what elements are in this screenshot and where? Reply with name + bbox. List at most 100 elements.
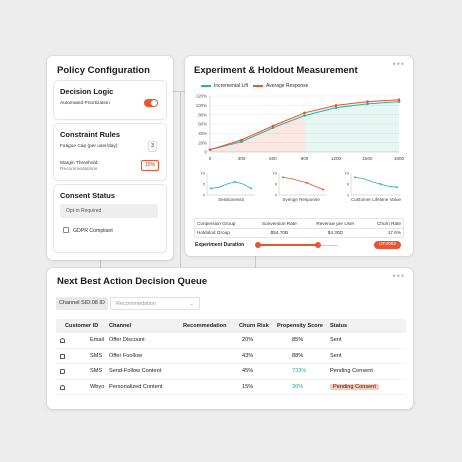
table-row[interactable]: Wbyo Personalized Content 15% 30% Pending Co… [56, 380, 406, 396]
data-point [397, 98, 401, 102]
mail-icon [60, 353, 65, 359]
connector-line [255, 255, 256, 269]
duration-slider[interactable] [255, 242, 338, 248]
legend-swatch-orange [253, 85, 263, 87]
column-header-churn-risk[interactable]: Churn Risk [239, 323, 269, 329]
data-point [240, 138, 243, 142]
connector-line [180, 91, 181, 267]
recommendation-cell-text: Offer Discount [109, 337, 145, 343]
table-row[interactable]: Email Offer Discount 20% 85% Sent [56, 333, 406, 349]
teal-shaded-area [304, 99, 399, 152]
mini-y-tick: 10 [345, 171, 350, 176]
consent-status-title: Consent Status [60, 191, 116, 200]
data-point [271, 124, 275, 128]
channel-cell: SMS [90, 364, 102, 380]
mini-y-tick: 8 [275, 182, 278, 187]
propensity-score-cell: 733% [292, 364, 306, 380]
mini-y-tick: 0 [203, 193, 206, 198]
experiment-title: Experiment & Holdout Measurement [194, 65, 358, 76]
data-point [366, 100, 369, 103]
more-options-icon[interactable]: ••• [392, 59, 405, 69]
y-tick-label: 120% [196, 94, 207, 99]
chat-icon [60, 369, 65, 374]
y-tick-label: 100% [196, 103, 207, 108]
recommendation-cell-text: Personalized Content [109, 383, 163, 390]
table-row[interactable]: SMS Offer Foollow 43% 88% Sent [56, 349, 406, 365]
status-cell-text: Pending Consent [330, 383, 379, 390]
experiment-duration-label: Experiment Duration [195, 241, 245, 248]
churn-risk-cell-text: 15% [242, 383, 254, 390]
main-line-chart: 0 20% 40% 60% 80% 100% 120% 0 300 600 900 1200 1500 1… [196, 94, 405, 161]
status-cell: Sent [330, 333, 342, 349]
table-row[interactable]: SMS Send-Follow Content 45% 733% Pending Con… [56, 364, 406, 380]
channel-cell-text: SMS [90, 368, 103, 374]
propensity-score-cell: 30% [292, 380, 303, 396]
table-header: Revenue per User [316, 220, 355, 226]
mini-y-tick: 0 [275, 193, 278, 198]
legend-swatch-teal [201, 85, 211, 87]
column-header-channel[interactable]: Channel [109, 323, 132, 329]
mini-y-tick: 0 [347, 193, 350, 198]
legend-incremental-lift: Incremental Lift [201, 83, 248, 89]
constraint-rules-panel: Constraint Rules Fatigue Cap (per user/d… [54, 124, 166, 180]
churn-risk-cell: 43% [242, 349, 253, 365]
x-tick-label: 1800 [394, 156, 405, 161]
propensity-score-cell: 85% [292, 333, 303, 349]
data-point [334, 106, 338, 109]
channel-cell: SMS [90, 349, 102, 365]
mini-chart-clv: 10 8 0 [345, 171, 401, 198]
table-header: Churn Rate [377, 220, 401, 226]
status-cell: Sent [330, 349, 342, 365]
mini-chart-response: 10 8 0 [273, 171, 327, 198]
column-header-customer-id[interactable]: Customer ID [65, 323, 99, 329]
policy-configuration-card: Policy Configuration Decision Logic Auto… [47, 56, 173, 260]
table-cell: Holdolod Group [197, 230, 230, 236]
mini-data-point [396, 186, 398, 189]
data-point [366, 102, 369, 106]
column-header-status[interactable]: Status [330, 323, 348, 329]
propensity-score-cell-text: 733% [292, 368, 307, 374]
column-header-recommendation[interactable]: Recommedation [183, 323, 227, 329]
churn-risk-cell-text: 45% [242, 368, 254, 374]
slider-handle[interactable] [315, 242, 321, 248]
mini-caption: Sessionessit [218, 197, 244, 202]
slider-start-handle[interactable] [255, 242, 261, 248]
more-options-icon[interactable]: ••• [392, 271, 405, 281]
mini-chart-sessions: 10 5 0 [201, 171, 255, 198]
fatigue-cap-input[interactable]: 3 [148, 141, 157, 152]
consent-status-panel: Consent Status Opt-in Required GDPR Comp… [54, 185, 166, 252]
mini-data-point [306, 181, 308, 184]
data-point [303, 111, 306, 115]
duration-badge: UF4052 [374, 241, 402, 249]
recommendation-cell-text: Send-Follow Content [109, 368, 162, 374]
table-header-row: Conpersion Group Sonversion Rate Revenue… [194, 219, 404, 228]
mini-y-tick: 10 [273, 171, 278, 176]
recommendation-dropdown[interactable]: Recommedation ⌄ [110, 297, 200, 310]
recommendation-cell: Personalized Content [109, 380, 163, 396]
mini-data-point [379, 183, 382, 185]
channel-cell: Email [90, 333, 104, 349]
gdpr-label: GDPR Compliant [73, 227, 113, 234]
churn-risk-cell: 45% [242, 364, 253, 380]
channel-filter-chip[interactable]: Channel SID:08 ID [56, 297, 108, 310]
consent-option-select[interactable]: Opt-in Required [60, 204, 158, 218]
chevron-down-icon: ⌄ [189, 301, 194, 307]
decision-queue-table: Customer ID Channel Recommedation Churn … [56, 319, 406, 395]
data-point [334, 104, 338, 107]
mini-y-tick: 5 [203, 182, 206, 187]
channel-cell: Wbyo [90, 380, 104, 396]
margin-threshold-input[interactable]: 15% [141, 160, 159, 171]
legend-label: Average Response [266, 83, 309, 89]
channel-cell-text: Wbyo [90, 383, 105, 390]
mini-data-point [234, 180, 236, 183]
experiment-card: Experiment & Holdout Measurement ••• Inc… [185, 56, 413, 256]
column-header-propensity[interactable]: Propensity Score [277, 323, 324, 329]
mini-caption: Svenge Response [282, 197, 320, 202]
propensity-score-cell-text: 88% [292, 352, 304, 359]
gdpr-checkbox[interactable] [63, 227, 69, 233]
table-row: Holdolod Group $54.70B $4.30D 17.6% [194, 228, 404, 237]
margin-threshold-sublabel: Recommedations [60, 167, 98, 172]
auto-prioritization-toggle[interactable] [144, 99, 158, 107]
status-cell-text: Pending Consent [330, 368, 373, 374]
y-tick-label: 0 [205, 150, 208, 155]
